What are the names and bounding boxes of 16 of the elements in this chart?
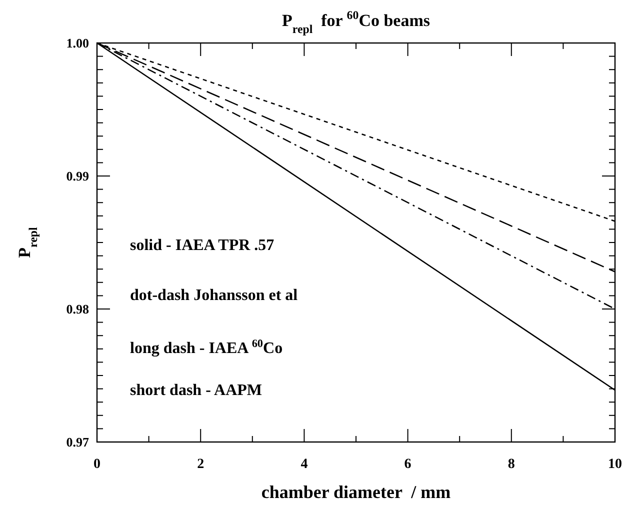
x-axis-title: chamber diameter / mm [261, 482, 451, 502]
x-tick-label: 6 [404, 457, 412, 472]
x-tick-label: 0 [94, 457, 100, 472]
y-tick-label: 0.97 [66, 434, 90, 450]
x-tick-label: 4 [300, 457, 308, 472]
annotation: dot-dash Johansson et al [130, 287, 298, 304]
y-tick-label: 0.99 [66, 168, 90, 184]
chart-title: P$_{repl}$ for $^{60}$Co beams [282, 8, 430, 36]
y-tick-label: 1.00 [66, 36, 89, 51]
annotation: long dash - IAEA $^{60}$Co [130, 338, 283, 357]
x-tick-label: 10 [608, 457, 622, 472]
y-tick-label: 0.98 [66, 302, 90, 317]
annotation: solid - IAEA TPR .57 [130, 237, 274, 254]
x-tick-label: 8 [508, 457, 515, 472]
annotation: short dash - AAPM [130, 382, 262, 399]
x-tick-label: 2 [197, 457, 204, 472]
